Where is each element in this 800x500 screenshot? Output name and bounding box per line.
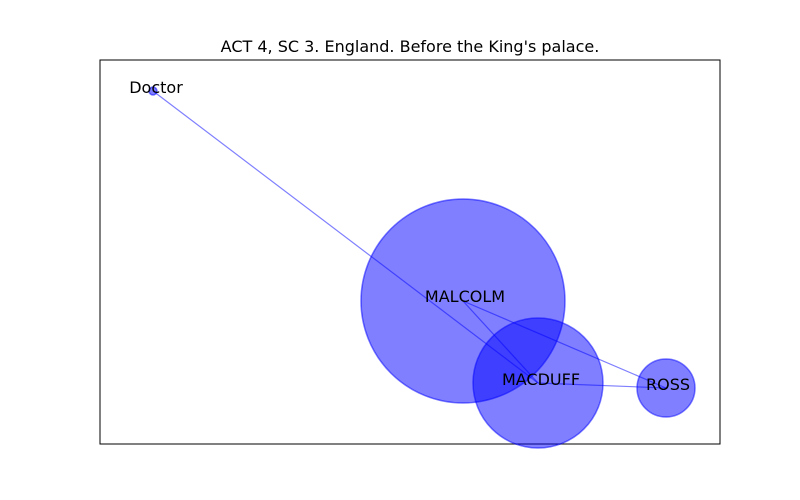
plot-frame	[99, 59, 721, 445]
nodes-layer	[148, 86, 696, 449]
node-label-malcolm: MALCOLM	[425, 287, 505, 306]
chart-title: ACT 4, SC 3. England. Before the King's …	[221, 37, 600, 56]
labels-layer: Doctor MALCOLM MACDUFF ROSS	[129, 78, 690, 394]
node-label-ross: ROSS	[646, 375, 690, 394]
node-macduff	[472, 317, 604, 449]
node-doctor	[148, 86, 158, 96]
node-label-macduff: MACDUFF	[502, 370, 580, 389]
node-label-doctor: Doctor	[129, 78, 183, 97]
node-ross	[636, 358, 696, 418]
